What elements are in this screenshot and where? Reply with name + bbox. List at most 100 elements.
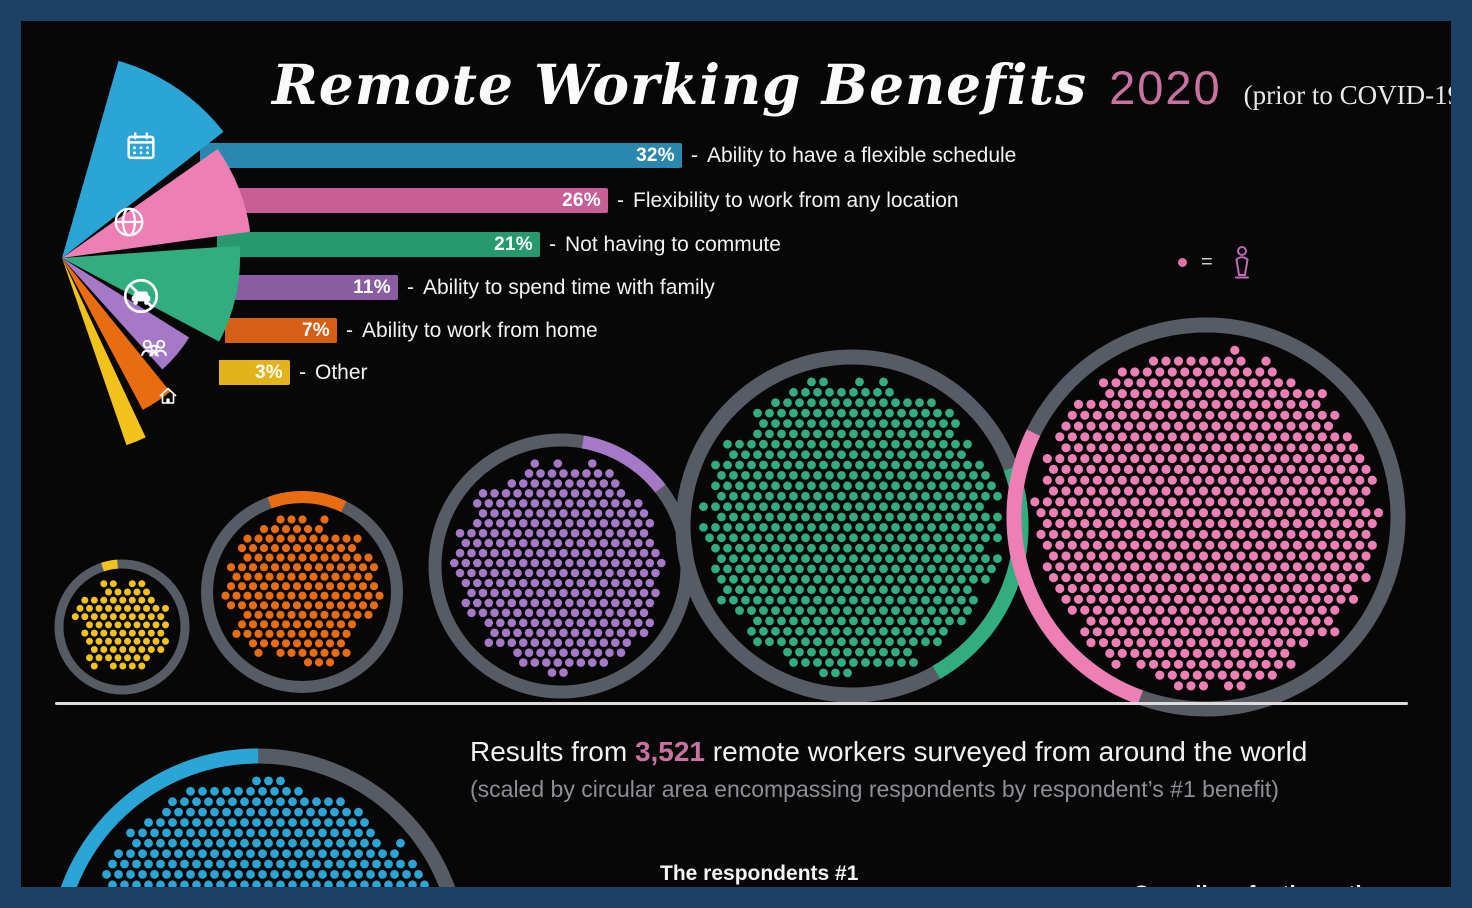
person-dot [461, 558, 471, 568]
person-dot [1048, 464, 1059, 474]
person-dot [378, 849, 387, 858]
person-dot [593, 608, 603, 618]
person-dot [259, 582, 269, 591]
person-dot [147, 613, 155, 621]
person-dot [294, 890, 303, 900]
benefit-row: 21% - Not having to commute [0, 232, 781, 257]
fan-petal-1[interactable] [62, 149, 251, 258]
person-dot [921, 533, 930, 543]
person-dot [582, 528, 591, 538]
person-dot [1230, 475, 1240, 485]
person-dot [354, 890, 363, 900]
person-dot [837, 637, 846, 647]
person-dot [254, 591, 263, 600]
person-dot [747, 481, 756, 491]
person-dot [473, 538, 482, 548]
benefit-bar[interactable]: 26% [208, 188, 608, 213]
person-dot [1255, 562, 1265, 572]
person-dot [783, 626, 792, 636]
person-dot [1186, 529, 1196, 540]
person-dot [1223, 551, 1234, 561]
person-dot [102, 890, 111, 900]
person-dot [1117, 475, 1127, 485]
person-dot [501, 528, 511, 538]
person-dot [490, 548, 499, 558]
person-dot [144, 818, 153, 827]
person-dot [1130, 367, 1140, 377]
person-dot [813, 387, 822, 397]
person-dot [1092, 454, 1102, 464]
person-dot [819, 606, 828, 615]
person-dot [507, 479, 517, 488]
fan-petal-2[interactable] [62, 245, 241, 342]
person-dot [519, 638, 528, 647]
bubble-group-1[interactable] [960, 271, 1452, 763]
person-dot [484, 638, 494, 647]
person-dot [1136, 594, 1146, 604]
person-dot [513, 548, 522, 558]
benefit-bar[interactable]: 3% [219, 360, 290, 385]
person-dot [1117, 583, 1127, 594]
person-dot [1092, 583, 1102, 594]
person-dot [1098, 573, 1109, 583]
person-dot [162, 870, 171, 879]
person-dot [1136, 399, 1146, 409]
person-dot [1361, 529, 1371, 540]
person-dot [765, 512, 774, 522]
person-dot [795, 564, 804, 574]
person-dot [1036, 508, 1046, 518]
person-dot [1305, 627, 1315, 637]
fan-petal-0[interactable] [62, 60, 224, 259]
person-dot [86, 621, 93, 629]
person-dot [496, 538, 505, 548]
person-dot [622, 499, 632, 508]
person-dot [309, 534, 318, 543]
person-dot [831, 543, 840, 553]
person-dot [1067, 475, 1077, 485]
person-dot [975, 460, 984, 470]
person-dot [939, 606, 948, 615]
person-dot [1167, 410, 1177, 420]
bubble-group-4[interactable] [180, 470, 424, 714]
person-dot [157, 629, 165, 637]
fan-petal-5[interactable] [62, 258, 146, 446]
person-dot [1261, 486, 1271, 496]
benefit-bar[interactable]: 11% [227, 275, 398, 300]
bubble-group-0[interactable] [0, 677, 539, 908]
person-dot [1073, 573, 1084, 583]
person-dot [576, 499, 586, 508]
person-dot [753, 574, 762, 584]
person-dot [254, 629, 263, 638]
person-dot [553, 658, 563, 667]
person-dot [513, 588, 522, 598]
person-dot [143, 654, 150, 662]
person-dot [753, 408, 762, 418]
person-dot [1130, 432, 1140, 442]
person-dot [414, 870, 423, 879]
person-dot [1267, 627, 1277, 637]
person-dot [1067, 518, 1077, 529]
person-dot [559, 469, 568, 478]
person-dot [789, 450, 798, 459]
bubble-group-5[interactable] [43, 548, 202, 707]
person-dot [565, 618, 574, 628]
person-dot [1123, 508, 1134, 518]
person-dot [909, 429, 918, 439]
person-dot [1286, 378, 1296, 388]
benefit-bar[interactable]: 32% [200, 143, 682, 168]
person-dot [565, 598, 574, 608]
bubble-group-2[interactable] [635, 309, 1068, 742]
person-dot [843, 564, 852, 574]
person-dot [933, 471, 942, 480]
person-dot [530, 618, 540, 628]
benefit-bar[interactable]: 7% [225, 318, 337, 343]
person-dot [1330, 627, 1340, 637]
person-dot [1311, 399, 1321, 409]
person-dot [1030, 497, 1040, 507]
fan-petal-4[interactable] [62, 258, 171, 410]
benefit-bar[interactable]: 21% [217, 232, 540, 257]
person-dot [921, 450, 930, 459]
person-dot [1117, 540, 1127, 550]
bubble-group-3[interactable] [415, 420, 707, 712]
